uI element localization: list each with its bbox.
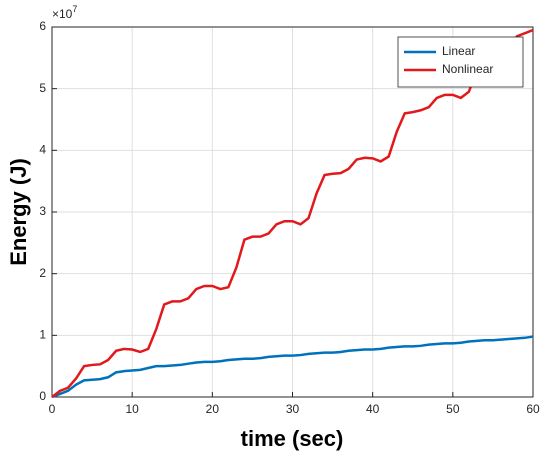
x-tick-label: 40: [366, 402, 380, 416]
x-tick-label: 50: [446, 402, 460, 416]
y-tick-label: 2: [39, 266, 46, 280]
multiplier-exponent: 7: [72, 4, 77, 14]
legend-box: [397, 36, 524, 88]
y-tick-label: 3: [39, 204, 46, 218]
data-line: [51, 28, 534, 398]
multiplier-base: ×10: [52, 7, 73, 21]
x-tick-label: 10: [125, 402, 139, 416]
data-line: [51, 335, 534, 399]
y-tick-label: 0: [39, 389, 46, 403]
x-axis-label: time (sec): [241, 426, 344, 451]
x-tick-label: 0: [49, 402, 56, 416]
y-tick-label: 6: [39, 19, 46, 33]
y-tick-label: 4: [39, 143, 46, 157]
legend-label: Linear: [442, 44, 475, 58]
x-tick-label: 30: [286, 402, 300, 416]
axes-box: [51, 26, 534, 398]
x-tick-label: 20: [206, 402, 220, 416]
y-tick-label: 1: [39, 328, 46, 342]
x-tick-label: 60: [526, 402, 540, 416]
legend-label: Nonlinear: [442, 62, 493, 76]
y-axis-label: Energy (J): [6, 158, 31, 266]
y-tick-label: 5: [39, 81, 46, 95]
y-multiplier: ×107: [52, 4, 77, 21]
